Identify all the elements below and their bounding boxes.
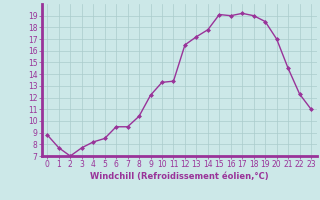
X-axis label: Windchill (Refroidissement éolien,°C): Windchill (Refroidissement éolien,°C) [90, 172, 268, 181]
